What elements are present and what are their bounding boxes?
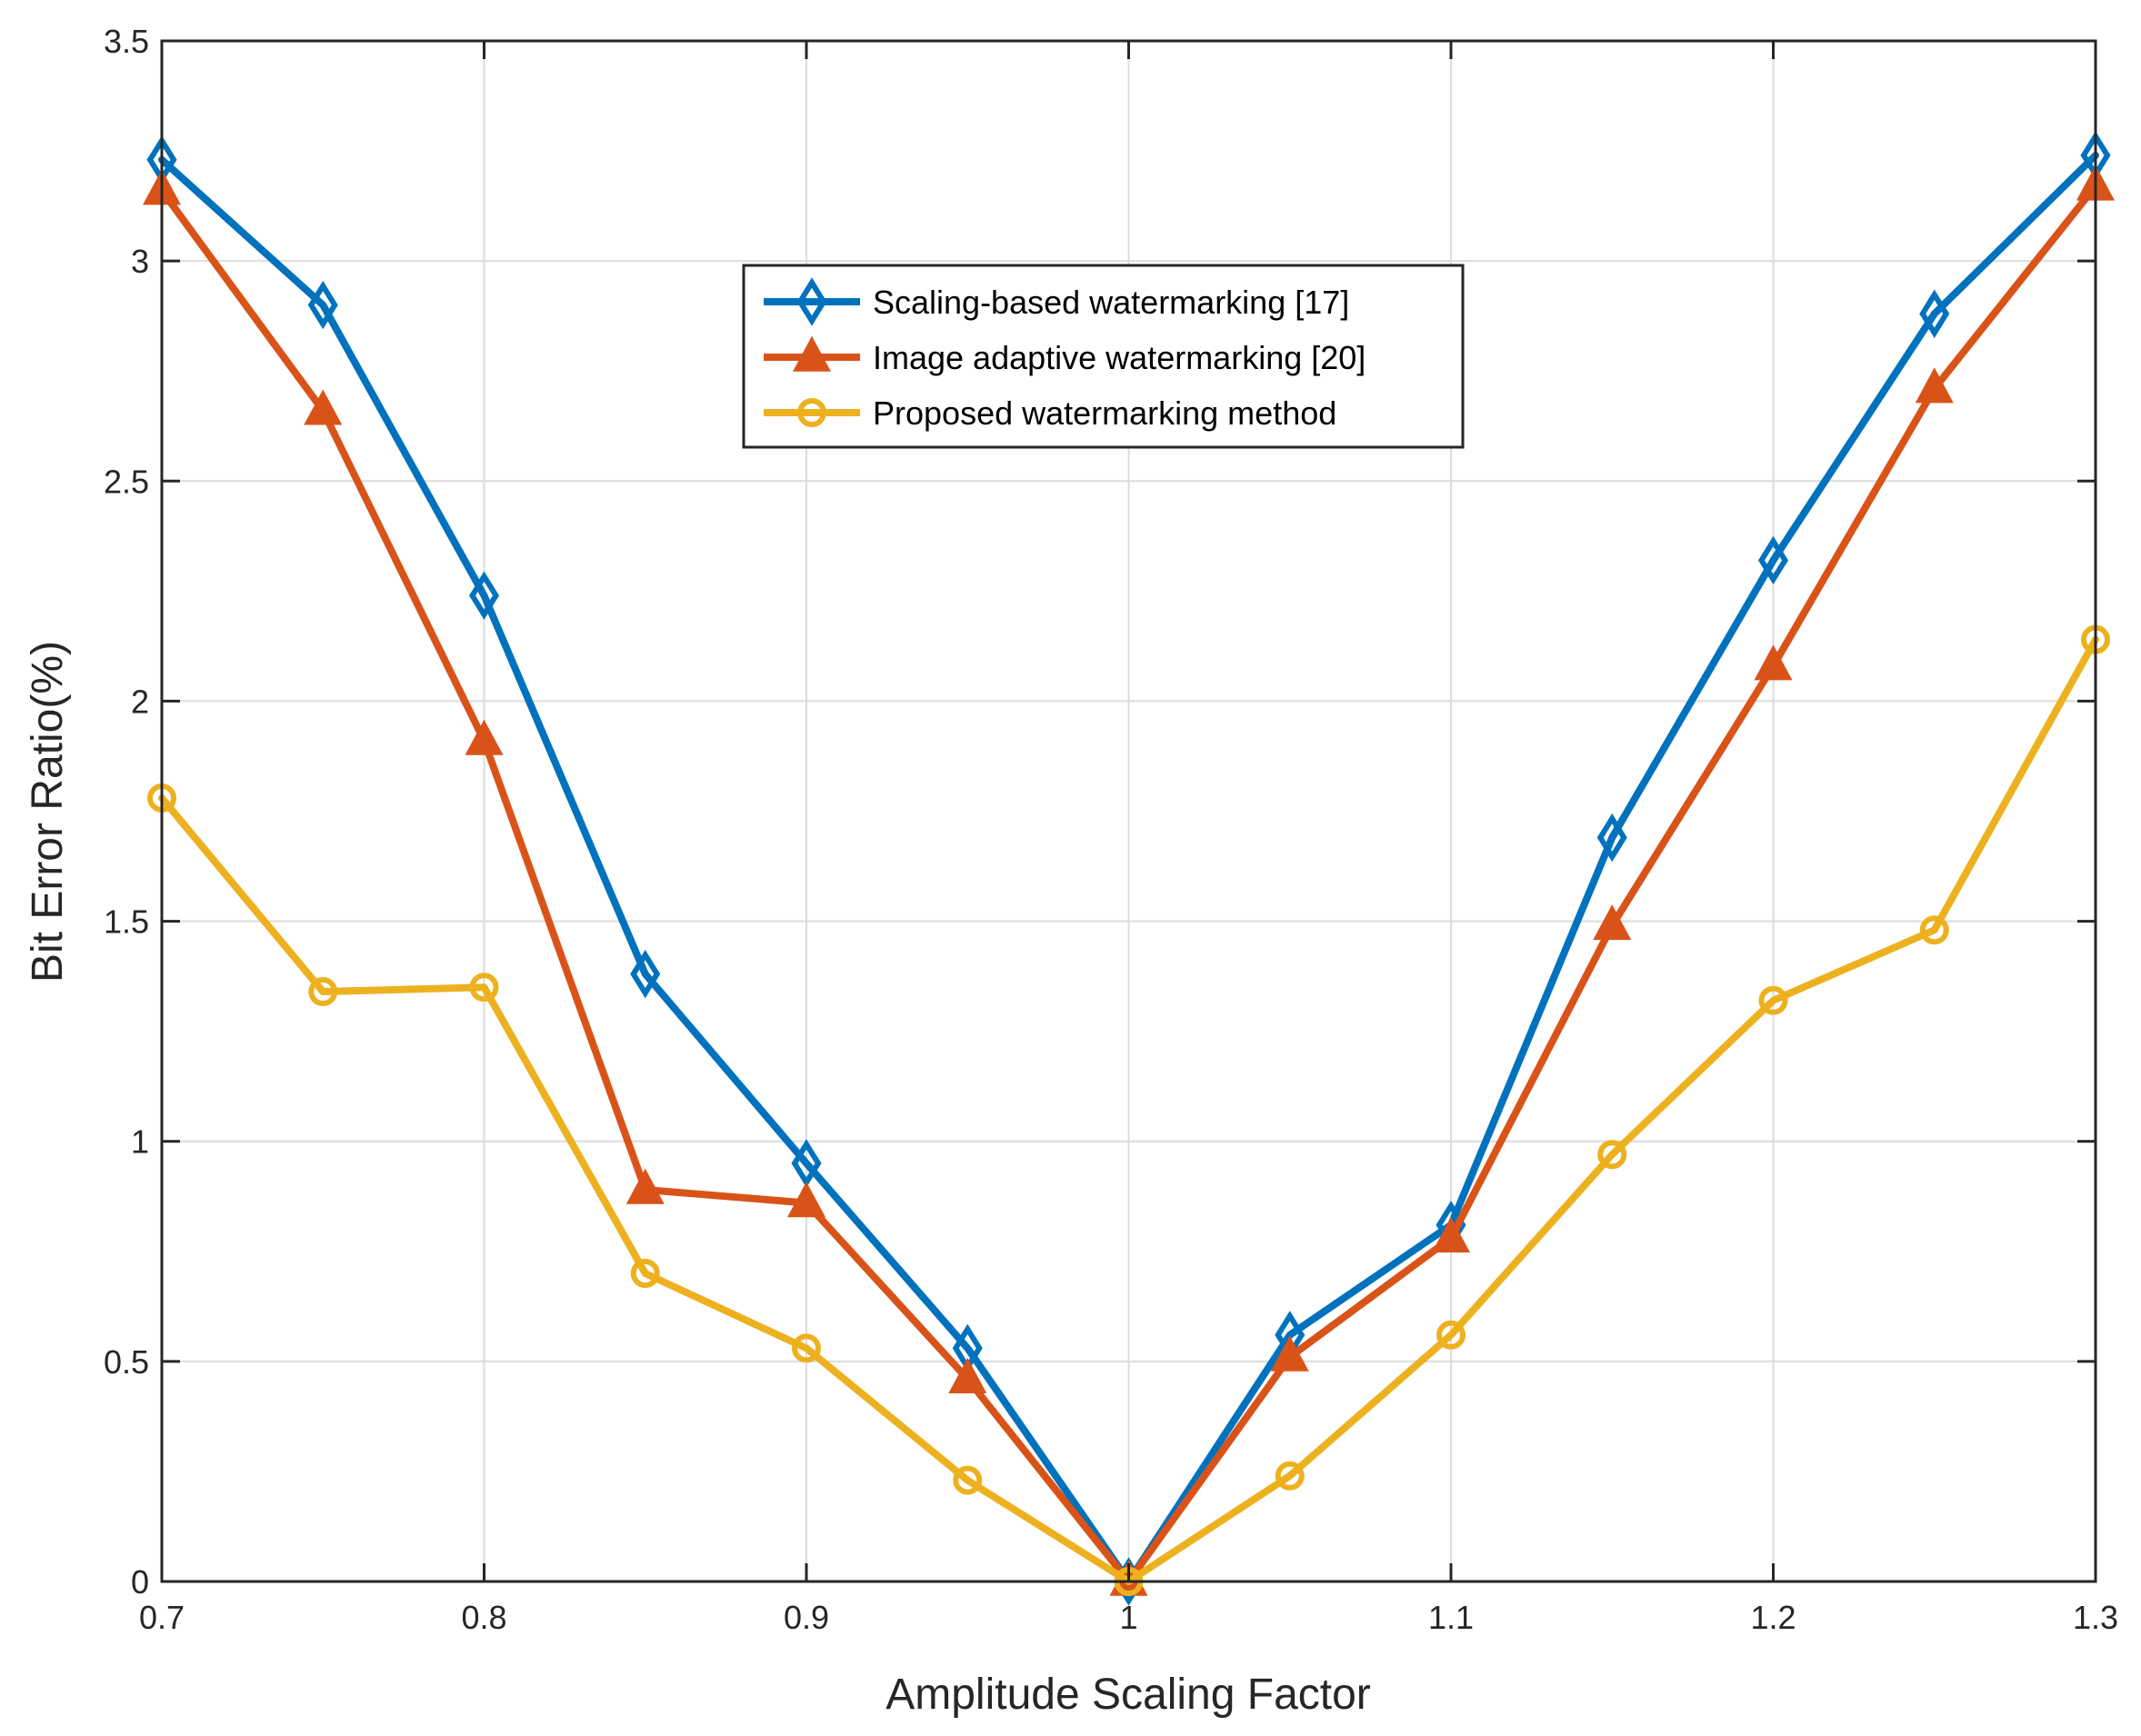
- y-tick-label: 0: [131, 1563, 149, 1601]
- data-point-triangle: [304, 389, 343, 425]
- data-point-triangle: [1593, 904, 1632, 941]
- x-tick-label: 0.9: [784, 1599, 829, 1636]
- data-point-triangle: [625, 1168, 665, 1204]
- x-tick-label: 1: [1119, 1599, 1137, 1636]
- x-tick-label: 0.7: [139, 1599, 185, 1636]
- data-point-diamond: [630, 949, 661, 999]
- y-tick-label: 1.5: [104, 903, 149, 941]
- data-point-circle: [1436, 1320, 1466, 1350]
- data-point-triangle: [1431, 1216, 1471, 1253]
- x-tick-label: 1.3: [2073, 1599, 2118, 1636]
- data-point-circle: [1275, 1461, 1305, 1491]
- y-axis-title: Bit Error Ratio(%): [24, 641, 72, 983]
- data-point-diamond: [1919, 289, 1950, 338]
- data-point-triangle: [786, 1182, 826, 1218]
- legend: Scaling-based watermarking [17] Image ada…: [742, 264, 1465, 449]
- y-tick-label: 3: [131, 243, 149, 280]
- data-point-triangle: [948, 1357, 987, 1393]
- data-point-circle: [469, 973, 499, 1003]
- data-point-circle: [630, 1259, 660, 1288]
- data-point-circle: [792, 1333, 821, 1363]
- y-tick-label: 3.5: [104, 23, 149, 60]
- legend-marker-circle: [797, 398, 826, 427]
- data-point-triangle: [465, 719, 504, 755]
- data-point-circle: [1597, 1140, 1627, 1170]
- data-point-triangle: [1270, 1335, 1309, 1372]
- data-point-circle: [953, 1465, 983, 1495]
- tick-labels: 0.7 0.8 0.9 1 1.1 1.2 1.3 0 0.5 1 1.5 2 2.5 3 3.5: [104, 23, 2118, 1636]
- legend-label: Proposed watermarking method: [873, 394, 1336, 432]
- x-axis-title: Amplitude Scaling Factor: [885, 1671, 1371, 1719]
- data-point-diamond: [1757, 535, 1789, 585]
- y-tick-label: 2: [131, 683, 149, 720]
- data-point-circle: [1919, 915, 1949, 945]
- data-point-diamond: [468, 571, 500, 620]
- data-point-triangle: [1915, 367, 1954, 404]
- data-point-triangle: [1754, 644, 1793, 681]
- data-point-circle: [1758, 985, 1788, 1015]
- legend-marker-diamond: [796, 277, 827, 326]
- x-tick-label: 1.1: [1428, 1599, 1474, 1636]
- y-tick-label: 1: [131, 1123, 149, 1161]
- x-tick-label: 0.8: [461, 1599, 506, 1636]
- axis-ticks: [160, 39, 2097, 1583]
- legend-label: Scaling-based watermarking [17]: [873, 284, 1349, 321]
- data-point-circle: [308, 977, 338, 1007]
- y-tick-label: 0.5: [104, 1343, 149, 1381]
- legend-box: [742, 264, 1465, 449]
- legend-marker-triangle: [792, 335, 832, 372]
- legend-label: Image adaptive watermarking [20]: [873, 339, 1366, 376]
- x-tick-label: 1.2: [1750, 1599, 1796, 1636]
- y-tick-label: 2.5: [104, 463, 149, 500]
- data-point-diamond: [1596, 813, 1627, 863]
- data-point-diamond: [307, 280, 338, 330]
